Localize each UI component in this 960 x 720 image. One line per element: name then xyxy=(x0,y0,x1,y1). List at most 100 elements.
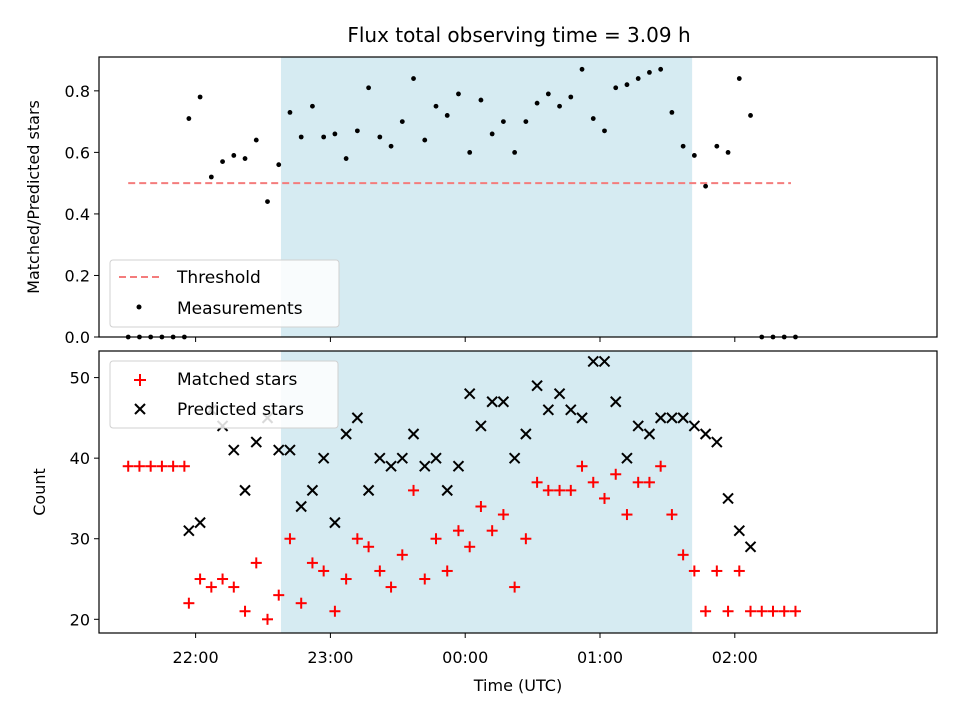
legend-matched-label: Matched stars xyxy=(177,370,297,390)
matched-star-point xyxy=(156,460,168,472)
matched-star-point xyxy=(228,581,240,593)
predicted-star-point xyxy=(598,355,611,368)
measurement-point xyxy=(512,149,518,155)
measurement-point xyxy=(568,94,574,100)
top-measurement-points xyxy=(125,66,798,340)
predicted-star-point xyxy=(677,412,689,424)
measurement-point xyxy=(444,113,450,118)
matched-star-point xyxy=(408,484,420,496)
observing-window-band xyxy=(280,57,693,337)
legend-measurements-label: Measurements xyxy=(177,299,303,319)
top-legend-box xyxy=(109,259,340,328)
top-axes-frame xyxy=(98,56,938,338)
matched-star-point xyxy=(531,476,543,488)
measurement-point xyxy=(253,137,259,143)
top-x-ticks xyxy=(195,337,736,342)
legend-predicted-label: Predicted stars xyxy=(177,400,304,420)
measurement-point xyxy=(242,156,248,161)
predicted-star-point xyxy=(508,452,521,464)
measurement-point xyxy=(658,66,664,72)
predicted-star-point xyxy=(722,492,734,505)
matched-star-point xyxy=(464,541,476,553)
measurement-point xyxy=(602,128,607,134)
measurement-point xyxy=(725,149,731,155)
y-tick-label: 30 xyxy=(70,530,90,549)
predicted-star-point xyxy=(295,500,307,513)
predicted-star-point xyxy=(183,524,195,537)
measurement-point xyxy=(220,159,225,165)
matched-star-point xyxy=(318,565,330,577)
measurement-point xyxy=(691,153,697,158)
measurement-point xyxy=(422,137,428,143)
measurement-point xyxy=(456,91,461,97)
legend-predicted-swatch xyxy=(134,403,146,415)
predicted-star-point xyxy=(194,516,206,529)
matched-star-point xyxy=(250,557,262,569)
matched-star-point xyxy=(363,541,375,553)
matched-star-point xyxy=(430,533,442,545)
y-tick-label: 20 xyxy=(70,610,90,629)
predicted-star-point xyxy=(329,516,341,529)
matched-star-point xyxy=(598,492,610,504)
x-tick-label: 23:00 xyxy=(307,648,353,667)
predicted-star-point xyxy=(666,412,678,424)
matched-star-point xyxy=(329,605,341,617)
predicted-star-point xyxy=(239,484,251,497)
matched-star-point xyxy=(643,476,655,488)
matched-star-point xyxy=(194,573,206,585)
measurement-point xyxy=(748,113,753,118)
measurement-point xyxy=(332,131,338,137)
measurement-point xyxy=(579,66,585,72)
matched-star-point xyxy=(565,484,577,496)
bottom-legend: Matched stars Predicted stars xyxy=(109,360,339,429)
measurement-point xyxy=(186,116,192,121)
matched-star-point xyxy=(733,565,745,577)
predicted-star-point xyxy=(340,428,352,440)
measurement-point xyxy=(287,109,293,115)
matched-star-point xyxy=(587,476,599,488)
matched-star-point xyxy=(475,501,487,513)
predicted-star-point xyxy=(733,524,746,537)
matched-star-point xyxy=(497,509,509,521)
matched-star-point xyxy=(711,565,723,577)
matched-star-point xyxy=(621,509,633,521)
measurement-point xyxy=(703,183,708,189)
predicted-star-point xyxy=(621,452,633,464)
matched-star-point xyxy=(239,605,251,617)
predicted-star-point xyxy=(362,484,375,497)
measurement-point xyxy=(624,82,630,88)
matched-star-point xyxy=(452,525,464,537)
matched-star-point xyxy=(576,460,588,472)
predicted-star-point xyxy=(654,412,667,424)
matched-star-point xyxy=(745,605,757,617)
predicted-star-point xyxy=(228,444,240,456)
matched-star-point xyxy=(520,533,532,545)
matched-star-point xyxy=(396,549,408,561)
matched-star-point xyxy=(295,597,307,609)
matched-star-point xyxy=(542,484,554,496)
predicted-star-point xyxy=(711,436,723,448)
bottom-x-ticks: 22:00 23:00 00:00 01:00 02:00 xyxy=(173,633,758,667)
predicted-star-point xyxy=(374,452,386,464)
matched-star-point xyxy=(610,468,622,480)
predicted-star-point xyxy=(688,420,701,432)
predicted-star-point xyxy=(385,460,397,472)
predicted-star-point xyxy=(419,460,431,472)
matched-star-point xyxy=(205,581,217,593)
measurement-point xyxy=(647,69,652,75)
matched-star-point xyxy=(655,460,667,472)
matched-star-point xyxy=(145,460,157,472)
top-legend: Threshold Measurements xyxy=(109,259,340,328)
measurement-point xyxy=(680,143,686,149)
bottom-legend-box xyxy=(109,360,339,429)
bottom-y-ticks: 20 30 40 50 xyxy=(70,369,99,629)
measurement-point xyxy=(489,131,495,137)
predicted-star-point xyxy=(452,460,465,472)
matched-star-point xyxy=(133,460,145,472)
measurement-point xyxy=(669,109,675,115)
y-tick-label: 0.0 xyxy=(65,328,90,347)
top-panel: 0.00.20.40.60.8 Matched/Predicted stars … xyxy=(24,56,938,347)
matched-star-point xyxy=(789,605,801,617)
measurement-point xyxy=(399,119,405,125)
